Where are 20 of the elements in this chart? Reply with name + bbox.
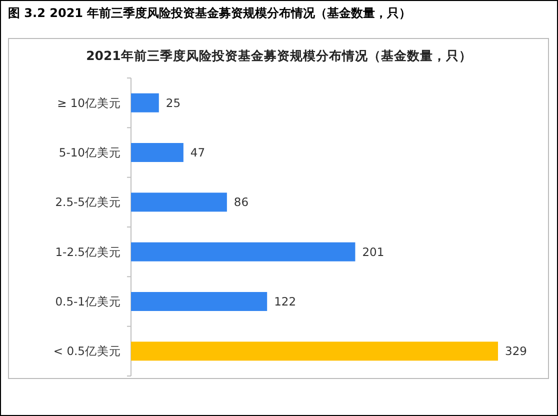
data-label: 122 bbox=[274, 294, 296, 308]
y-tick-label: 1-2.5亿美元 bbox=[55, 244, 121, 259]
bar bbox=[131, 292, 268, 311]
bar bbox=[131, 143, 184, 162]
y-tick-label: < 0.5亿美元 bbox=[53, 344, 121, 358]
chart-subtitle: 2021年前三季度风险投资基金募资规模分布情况（基金数量，只） bbox=[86, 48, 472, 63]
bar bbox=[131, 342, 498, 361]
bar bbox=[131, 242, 356, 262]
bar bbox=[131, 192, 227, 212]
chart-title: 图 3.2 2021 年前三季度风险投资基金募资规模分布情况（基金数量，只） bbox=[8, 6, 412, 20]
data-label: 86 bbox=[234, 195, 249, 210]
data-label: 329 bbox=[505, 344, 527, 358]
data-label: 47 bbox=[190, 146, 206, 160]
data-label: 25 bbox=[166, 96, 181, 110]
y-tick-label: 5-10亿美元 bbox=[58, 146, 121, 160]
y-tick-label: ≥ 10亿美元 bbox=[57, 96, 121, 110]
data-label: 201 bbox=[362, 244, 384, 259]
bar bbox=[131, 93, 159, 112]
y-tick-label: 0.5-1亿美元 bbox=[55, 294, 121, 308]
y-tick-label: 2.5-5亿美元 bbox=[55, 195, 121, 210]
